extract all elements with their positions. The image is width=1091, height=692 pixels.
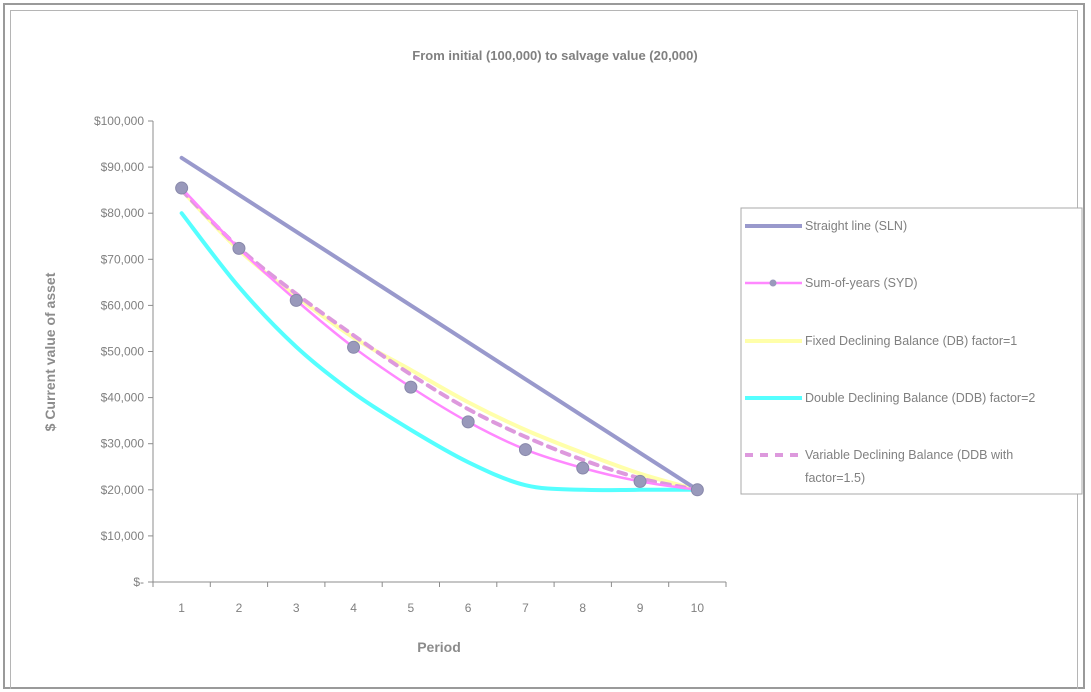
- x-tick-label: 5: [408, 601, 415, 615]
- legend-label: Variable Declining Balance (DDB with fact…: [805, 448, 1013, 485]
- legend-label: Sum-of-years (SYD): [805, 276, 918, 290]
- x-tick-label: 9: [637, 601, 644, 615]
- legend-label: Fixed Declining Balance (DB) factor=1: [805, 334, 1017, 348]
- legend-label: Straight line (SLN): [805, 219, 907, 233]
- legend: Straight line (SLN) Sum-of-years (SYD) Fix…: [740, 207, 1083, 495]
- x-tick-label: 4: [350, 601, 357, 615]
- data-point-marker: [347, 340, 361, 354]
- legend-label-line: factor=1.5): [805, 471, 865, 485]
- y-axis: $- $10,000 $20,000 $30,000 $40,000 $50,000 $60…: [94, 114, 154, 589]
- x-tick-label: 2: [236, 601, 243, 615]
- data-point-marker: [232, 241, 246, 255]
- x-tick-label: 10: [691, 601, 705, 615]
- legend-swatch-marker: [769, 279, 777, 287]
- legend-label: Double Declining Balance (DDB) factor=2: [805, 391, 1035, 405]
- y-tick-label: $20,000: [101, 483, 145, 497]
- data-point-marker: [461, 415, 475, 429]
- series-line-double-declining-balance-ddb-factor-2: [179, 211, 700, 493]
- y-tick-label: $10,000: [101, 529, 145, 543]
- y-tick-label: $-: [133, 575, 144, 589]
- x-tick-label: 1: [178, 601, 185, 615]
- x-axis-title: Period: [417, 639, 461, 655]
- y-tick-label: $90,000: [101, 160, 145, 174]
- legend-label-line: Variable Declining Balance (DDB with: [805, 448, 1013, 462]
- y-tick-label: $30,000: [101, 437, 145, 451]
- x-tick-label: 3: [293, 601, 300, 615]
- chart-title: From initial (100,000) to salvage value …: [412, 48, 697, 63]
- y-tick-label: $100,000: [94, 114, 144, 128]
- chart-outer-frame: [3, 3, 1085, 689]
- x-axis: 1 2 3 4 5 6 7 8 9 10: [152, 581, 727, 615]
- data-point-marker: [289, 293, 303, 307]
- plot-area: [175, 155, 704, 497]
- x-tick-label: 8: [579, 601, 586, 615]
- data-point-marker: [518, 443, 532, 457]
- series-line-sum-of-years-syd: [180, 186, 699, 492]
- y-tick-label: $70,000: [101, 252, 145, 266]
- y-tick-label: $50,000: [101, 345, 145, 359]
- data-point-marker: [175, 181, 189, 195]
- y-tick-label: $80,000: [101, 206, 145, 220]
- data-point-marker: [633, 474, 647, 488]
- data-point-marker: [404, 380, 418, 394]
- y-axis-title: $ Current value of asset: [42, 272, 58, 431]
- x-tick-label: 7: [522, 601, 529, 615]
- series-line-variable-declining-balance-ddb-with-factor-1-5: [179, 188, 700, 492]
- data-point-marker: [690, 483, 704, 497]
- y-tick-label: $40,000: [101, 391, 145, 405]
- x-tick-label: 6: [465, 601, 472, 615]
- legend-box: [740, 207, 1083, 495]
- y-tick-label: $60,000: [101, 298, 145, 312]
- series-line-straight-line-sln: [179, 155, 700, 492]
- data-point-marker: [576, 461, 590, 475]
